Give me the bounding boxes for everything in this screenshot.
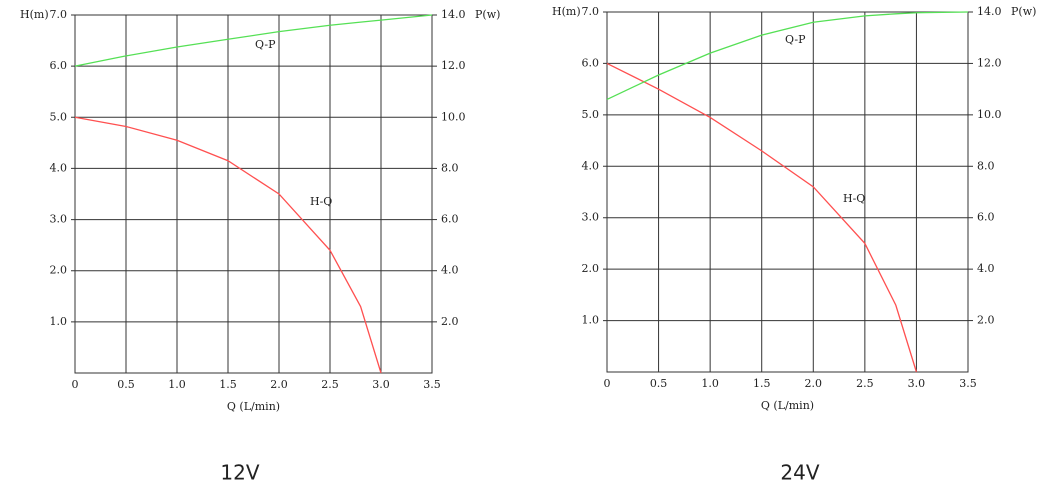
y-axis-label: H(m) <box>20 8 49 21</box>
x-tick-label: 1.0 <box>168 378 186 391</box>
x-axis-label: Q (L/min) <box>761 399 814 412</box>
y2-tick-label: 10.0 <box>977 108 1002 121</box>
x-tick-label: 2.0 <box>270 378 288 391</box>
y2-tick-label: 12.0 <box>441 59 466 72</box>
y-tick-label: 5.0 <box>50 110 68 123</box>
y2-tick-label: 12.0 <box>977 56 1002 69</box>
series-line <box>606 62 918 373</box>
y2-tick-label: 6.0 <box>977 211 995 224</box>
y-tick-label: 2.0 <box>50 264 68 277</box>
caption: 12V <box>220 461 259 485</box>
series-label: Q-P <box>785 33 806 46</box>
series-line <box>74 116 382 374</box>
y-tick-label: 6.0 <box>50 59 68 72</box>
y2-tick-label: 8.0 <box>441 161 459 174</box>
x-tick-label: 0.5 <box>650 377 668 390</box>
y-tick-label: 4.0 <box>582 159 600 172</box>
y2-tick-label: 2.0 <box>441 315 459 328</box>
x-tick-label: 3.5 <box>959 377 977 390</box>
x-tick-label: 2.5 <box>856 377 874 390</box>
x-tick-label: 3.5 <box>423 378 441 391</box>
y2-tick-label: 2.0 <box>977 314 995 327</box>
x-tick-label: 0.5 <box>117 378 135 391</box>
y2-tick-label: 8.0 <box>977 159 995 172</box>
y2-tick-label: 4.0 <box>441 264 459 277</box>
y2-tick-label: 14.0 <box>441 8 466 21</box>
y2-tick-label: 10.0 <box>441 110 466 123</box>
x-tick-label: 0 <box>72 378 79 391</box>
series-label: Q-P <box>255 38 276 51</box>
y-tick-label: 7.0 <box>582 5 600 18</box>
series-line <box>74 14 433 67</box>
y-tick-label: 2.0 <box>582 262 600 275</box>
y-tick-label: 3.0 <box>582 211 600 224</box>
x-tick-label: 1.0 <box>701 377 719 390</box>
y2-tick-label: 14.0 <box>977 5 1002 18</box>
y2-tick-label: 4.0 <box>977 262 995 275</box>
y-axis-label: H(m) <box>552 5 581 18</box>
y-tick-label: 1.0 <box>582 314 600 327</box>
series-label: H-Q <box>310 195 332 208</box>
y-tick-label: 1.0 <box>50 315 68 328</box>
x-axis-label: Q (L/min) <box>227 400 280 413</box>
y2-tick-label: 6.0 <box>441 213 459 226</box>
x-tick-label: 3.0 <box>908 377 926 390</box>
y2-axis-label: P(w) <box>1011 5 1036 18</box>
y2-axis-label: P(w) <box>475 8 500 21</box>
plot-frame <box>74 14 433 374</box>
y-tick-label: 3.0 <box>50 213 68 226</box>
x-tick-label: 0 <box>604 377 611 390</box>
series-label: H-Q <box>843 192 865 205</box>
plot-frame <box>606 11 969 373</box>
y-tick-label: 4.0 <box>50 161 68 174</box>
y-tick-label: 6.0 <box>582 56 600 69</box>
x-tick-label: 1.5 <box>753 377 771 390</box>
y-tick-label: 5.0 <box>582 108 600 121</box>
x-tick-label: 1.5 <box>219 378 237 391</box>
x-tick-label: 3.0 <box>372 378 390 391</box>
y-tick-label: 7.0 <box>50 8 68 21</box>
x-tick-label: 2.5 <box>321 378 339 391</box>
caption: 24V <box>780 461 819 485</box>
x-tick-label: 2.0 <box>805 377 823 390</box>
series-line <box>606 11 969 101</box>
